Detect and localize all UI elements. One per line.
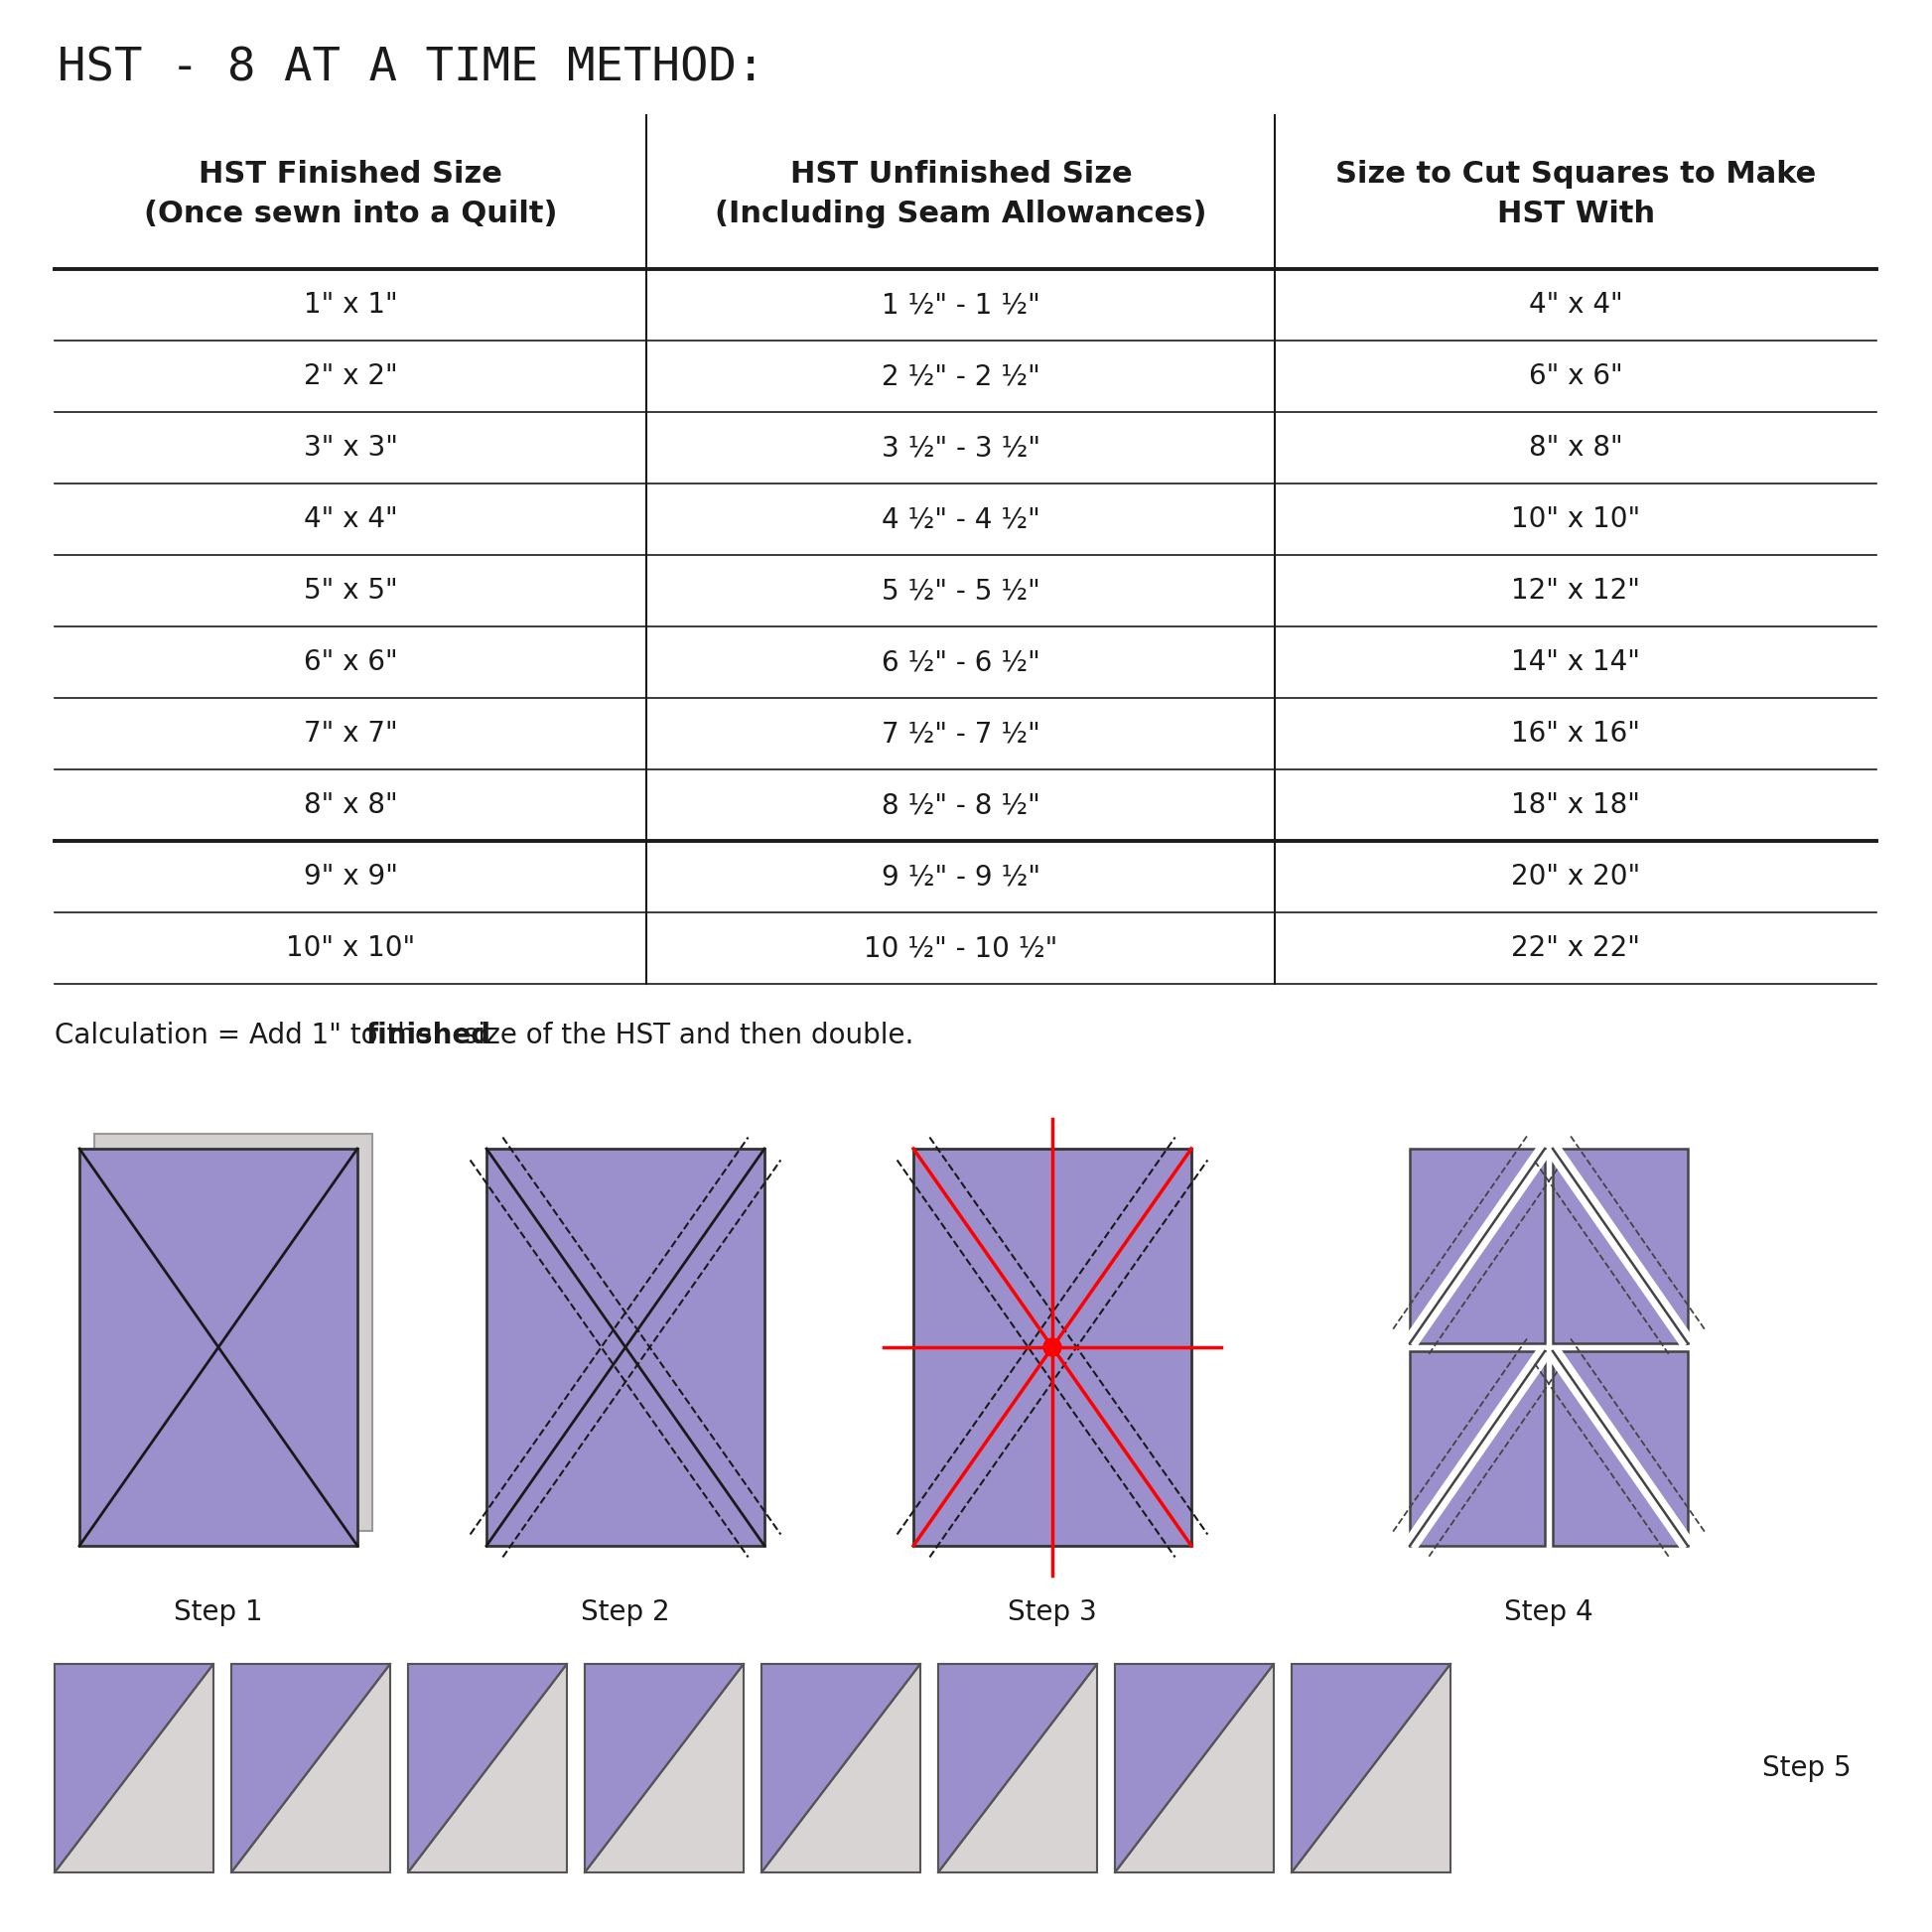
Text: Size to Cut Squares to Make: Size to Cut Squares to Make — [1335, 160, 1816, 189]
Polygon shape — [95, 1134, 373, 1530]
Text: 10 ½" - 10 ½": 10 ½" - 10 ½" — [864, 935, 1059, 962]
Polygon shape — [761, 1663, 920, 1872]
Text: 16" x 16": 16" x 16" — [1511, 721, 1640, 748]
Polygon shape — [408, 1663, 566, 1872]
Polygon shape — [1410, 1350, 1546, 1546]
Text: Calculation = Add 1" to the: Calculation = Add 1" to the — [54, 1022, 440, 1049]
Polygon shape — [1115, 1663, 1273, 1872]
Polygon shape — [54, 1663, 213, 1872]
Polygon shape — [232, 1663, 390, 1872]
Text: 14" x 14": 14" x 14" — [1511, 649, 1640, 676]
Polygon shape — [79, 1150, 357, 1546]
Text: 4" x 4": 4" x 4" — [303, 506, 398, 533]
Text: 6" x 6": 6" x 6" — [303, 649, 398, 676]
Text: 22" x 22": 22" x 22" — [1511, 935, 1640, 962]
Text: 1" x 1": 1" x 1" — [303, 292, 398, 319]
Text: 5 ½" - 5 ½": 5 ½" - 5 ½" — [881, 578, 1039, 605]
Text: Step 5: Step 5 — [1762, 1754, 1851, 1781]
Polygon shape — [54, 1663, 213, 1872]
Text: 3" x 3": 3" x 3" — [303, 435, 398, 462]
Text: 7 ½" - 7 ½": 7 ½" - 7 ½" — [881, 721, 1039, 748]
Text: size of the HST and then double.: size of the HST and then double. — [454, 1022, 914, 1049]
Polygon shape — [1553, 1150, 1689, 1343]
Text: 8" x 8": 8" x 8" — [1528, 435, 1623, 462]
Text: finished: finished — [365, 1022, 491, 1049]
Text: 4" x 4": 4" x 4" — [1528, 292, 1623, 319]
Text: 1 ½" - 1 ½": 1 ½" - 1 ½" — [881, 292, 1039, 319]
Text: HST Unfinished Size: HST Unfinished Size — [790, 160, 1132, 189]
Polygon shape — [487, 1150, 765, 1546]
Polygon shape — [939, 1663, 1097, 1872]
Polygon shape — [1410, 1150, 1546, 1343]
Polygon shape — [1546, 1144, 1694, 1349]
Text: 10" x 10": 10" x 10" — [1511, 506, 1640, 533]
Text: (Once sewn into a Quilt): (Once sewn into a Quilt) — [143, 199, 558, 228]
Polygon shape — [1546, 1347, 1694, 1549]
Text: 12" x 12": 12" x 12" — [1511, 578, 1640, 605]
Polygon shape — [585, 1663, 744, 1872]
Text: 7" x 7": 7" x 7" — [303, 721, 398, 748]
Polygon shape — [408, 1663, 566, 1872]
Text: Step 3: Step 3 — [1009, 1598, 1097, 1625]
Text: 6" x 6": 6" x 6" — [1528, 363, 1623, 390]
Text: 9" x 9": 9" x 9" — [303, 864, 398, 891]
Text: HST - 8 AT A TIME METHOD:: HST - 8 AT A TIME METHOD: — [58, 46, 765, 91]
Polygon shape — [585, 1663, 744, 1872]
Polygon shape — [1293, 1663, 1451, 1872]
Text: 8" x 8": 8" x 8" — [303, 792, 398, 819]
Circle shape — [1043, 1339, 1061, 1356]
Text: Step 1: Step 1 — [174, 1598, 263, 1625]
Polygon shape — [914, 1150, 1192, 1546]
Polygon shape — [1115, 1663, 1273, 1872]
Polygon shape — [1293, 1663, 1451, 1872]
Text: 3 ½" - 3 ½": 3 ½" - 3 ½" — [881, 435, 1039, 462]
Text: 9 ½" - 9 ½": 9 ½" - 9 ½" — [881, 864, 1039, 891]
Text: 5" x 5": 5" x 5" — [303, 578, 398, 605]
Polygon shape — [761, 1663, 920, 1872]
Text: 4 ½" - 4 ½": 4 ½" - 4 ½" — [881, 506, 1039, 533]
Polygon shape — [939, 1663, 1097, 1872]
Polygon shape — [1553, 1350, 1689, 1546]
Text: 2 ½" - 2 ½": 2 ½" - 2 ½" — [881, 363, 1039, 390]
Text: HST Finished Size: HST Finished Size — [199, 160, 502, 189]
Polygon shape — [1403, 1144, 1551, 1349]
Text: (Including Seam Allowances): (Including Seam Allowances) — [715, 199, 1208, 228]
Text: 18" x 18": 18" x 18" — [1511, 792, 1640, 819]
Text: HST With: HST With — [1497, 199, 1656, 228]
Text: 20" x 20": 20" x 20" — [1511, 864, 1640, 891]
Text: 10" x 10": 10" x 10" — [286, 935, 415, 962]
Text: 6 ½" - 6 ½": 6 ½" - 6 ½" — [881, 649, 1039, 676]
Text: Step 4: Step 4 — [1505, 1598, 1594, 1625]
Text: 8 ½" - 8 ½": 8 ½" - 8 ½" — [881, 792, 1039, 819]
Text: Step 2: Step 2 — [582, 1598, 670, 1625]
Polygon shape — [232, 1663, 390, 1872]
Polygon shape — [1403, 1347, 1551, 1549]
Text: 2" x 2": 2" x 2" — [303, 363, 398, 390]
